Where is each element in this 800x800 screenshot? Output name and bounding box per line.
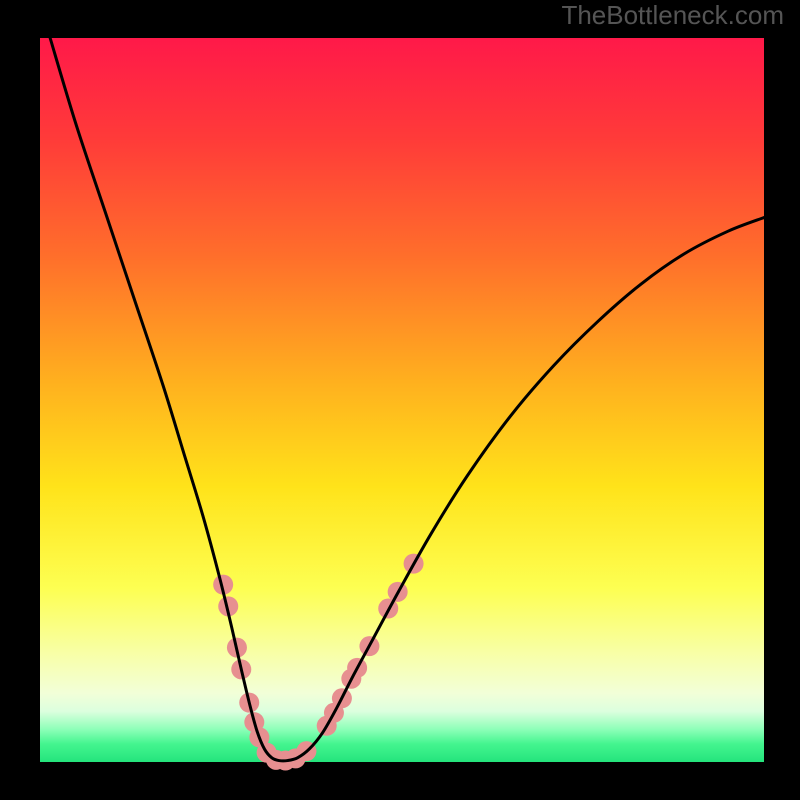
- chart-stage: TheBottleneck.com: [0, 0, 800, 800]
- bottleneck-chart: [0, 0, 800, 800]
- plot-gradient-background: [40, 38, 764, 762]
